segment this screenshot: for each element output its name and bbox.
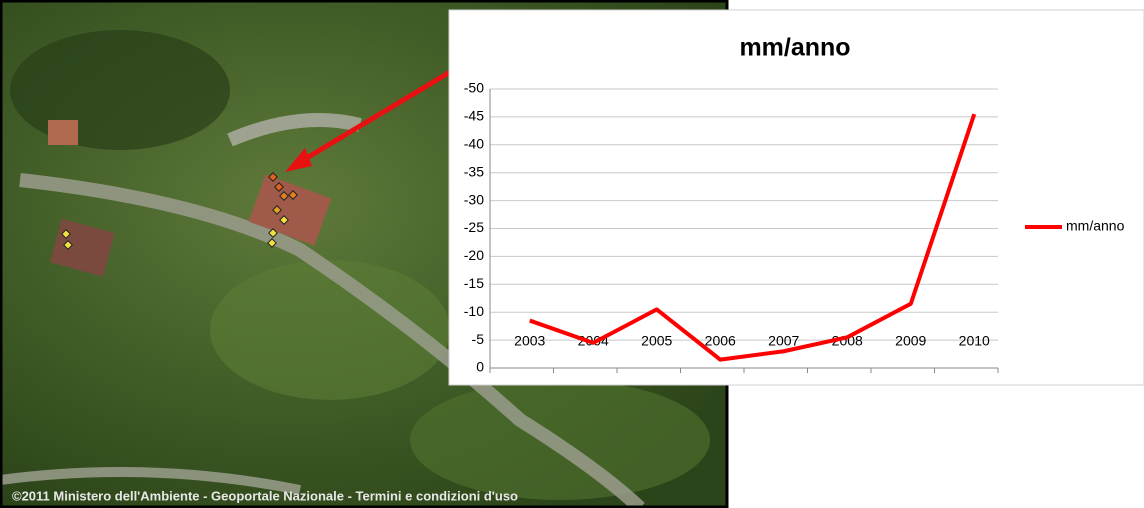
data-line <box>529 113 977 362</box>
y-tick-label: -5 <box>472 331 485 347</box>
x-tick-label: 2003 <box>514 333 545 349</box>
legend-label: mm/anno <box>1066 218 1125 234</box>
y-tick-label: -20 <box>464 247 484 263</box>
x-tick-label: 2005 <box>641 333 672 349</box>
y-tick-label: -25 <box>464 219 484 235</box>
y-tick-label: -50 <box>464 80 484 96</box>
y-tick-label: -35 <box>464 163 484 179</box>
x-tick-label: 2006 <box>705 333 736 349</box>
y-tick-label: -40 <box>464 136 484 152</box>
x-tick-label: 2008 <box>832 333 863 349</box>
map-copyright: ©2011 Ministero dell'Ambiente - Geoporta… <box>12 488 518 503</box>
chart-panel <box>448 9 1144 386</box>
y-tick-label: 0 <box>476 359 484 375</box>
x-tick-label: 2009 <box>895 333 926 349</box>
chart-title: mm/anno <box>739 34 850 62</box>
x-tick-label: 2010 <box>959 333 990 349</box>
y-tick-label: -45 <box>464 108 484 124</box>
y-tick-label: -30 <box>464 191 484 207</box>
y-tick-label: -10 <box>464 303 484 319</box>
y-tick-label: -15 <box>464 275 484 291</box>
x-tick-label: 2007 <box>768 333 799 349</box>
